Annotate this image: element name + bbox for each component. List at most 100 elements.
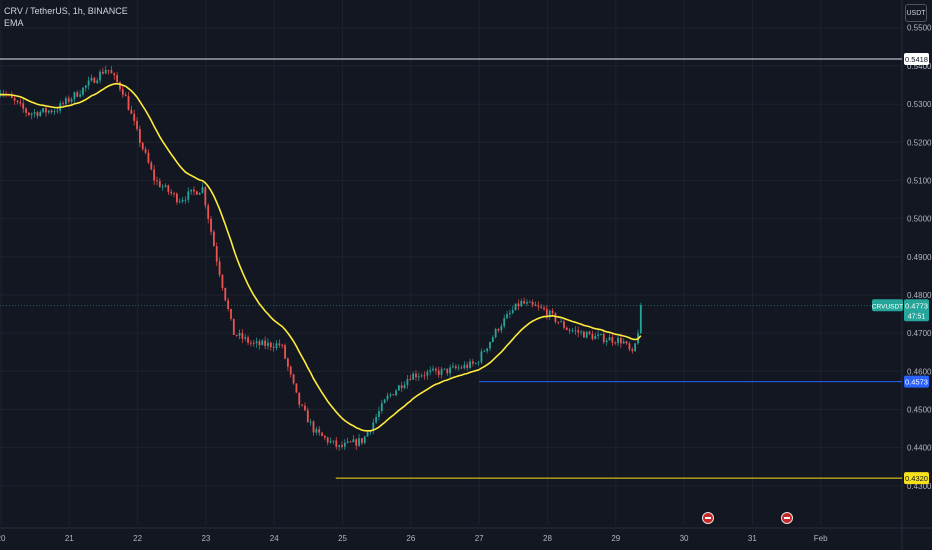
indicator-label[interactable]: EMA bbox=[4, 18, 24, 28]
economic-event-icon[interactable] bbox=[701, 512, 714, 524]
horizontal-lines[interactable] bbox=[0, 58, 902, 479]
candle-body bbox=[389, 394, 392, 396]
candle-body bbox=[175, 193, 178, 203]
candle-body bbox=[42, 108, 45, 112]
candle-body bbox=[309, 421, 312, 423]
candle-body bbox=[198, 192, 201, 195]
candle-body bbox=[121, 89, 124, 95]
candle-body bbox=[577, 330, 580, 333]
candle-body bbox=[574, 330, 577, 332]
candle-body bbox=[119, 82, 121, 90]
candle-body bbox=[375, 416, 378, 423]
support-yellow-price-tag bbox=[904, 472, 929, 485]
candle-body bbox=[113, 73, 116, 76]
candle-body bbox=[523, 301, 526, 304]
candle-body bbox=[241, 333, 244, 339]
ema-line bbox=[0, 82, 642, 432]
candle-body bbox=[207, 205, 210, 219]
economic-event-icon[interactable] bbox=[780, 512, 793, 524]
price-labels: 0.5418 0.4573 0.4320 CRVUSDT 0.4773 47:51 bbox=[872, 53, 929, 485]
candle-body bbox=[517, 303, 520, 307]
candle-body bbox=[449, 367, 452, 374]
candle-body bbox=[329, 441, 332, 443]
candle-body bbox=[258, 341, 261, 346]
candle-body bbox=[360, 438, 363, 443]
candle-body bbox=[249, 342, 252, 344]
candle-body bbox=[53, 111, 56, 113]
candle-body bbox=[617, 337, 619, 344]
candle-body bbox=[107, 69, 110, 71]
candle-body bbox=[506, 314, 508, 319]
y-tick-label: 0.5100 bbox=[907, 176, 932, 185]
candle-body bbox=[47, 110, 50, 113]
candle-body bbox=[13, 98, 16, 101]
candle-body bbox=[284, 345, 286, 359]
candle-body bbox=[221, 274, 224, 288]
candle-body bbox=[571, 330, 574, 332]
candle-body bbox=[605, 340, 608, 343]
candle-body bbox=[403, 384, 406, 389]
candle-body bbox=[639, 305, 642, 334]
countdown-label: 47:51 bbox=[908, 313, 926, 320]
support-yellow-price-label: 0.4320 bbox=[905, 474, 928, 483]
candle-body bbox=[84, 85, 87, 88]
symbol-title[interactable]: CRV / TetherUS, 1h, BINANCE bbox=[4, 6, 128, 16]
x-tick-label: 27 bbox=[475, 534, 484, 543]
candle-body bbox=[378, 411, 380, 417]
candle-body bbox=[147, 152, 150, 163]
candle-body bbox=[580, 331, 582, 333]
y-tick-label: 0.5300 bbox=[907, 100, 932, 109]
candle-body bbox=[25, 108, 27, 113]
candle-body bbox=[406, 379, 409, 385]
candle-body bbox=[494, 328, 497, 338]
candle-body bbox=[392, 394, 395, 396]
candle-body bbox=[87, 80, 90, 86]
candle-body bbox=[99, 71, 101, 81]
candle-body bbox=[634, 343, 637, 352]
candle-body bbox=[503, 318, 506, 327]
candle-body bbox=[306, 410, 309, 423]
x-tick-label: 26 bbox=[406, 534, 415, 543]
candle-body bbox=[164, 185, 167, 187]
candle-body bbox=[477, 362, 480, 364]
candle-body bbox=[614, 342, 617, 344]
currency-button[interactable]: USDT bbox=[905, 4, 927, 22]
candle-body bbox=[602, 333, 605, 343]
candle-body bbox=[588, 331, 591, 334]
candle-body bbox=[480, 351, 483, 363]
candle-body bbox=[611, 337, 614, 343]
candle-body bbox=[500, 326, 503, 331]
candle-body bbox=[93, 77, 96, 83]
y-tick-label: 0.4900 bbox=[907, 253, 932, 262]
price-axis[interactable]: 0.5500 0.5400 0.5300 0.5200 0.5100 0.5000 0.49… bbox=[907, 24, 932, 491]
candle-body bbox=[247, 337, 249, 343]
candle-body bbox=[50, 110, 53, 113]
candle-body bbox=[565, 327, 568, 330]
candle-body bbox=[22, 103, 25, 109]
candle-body bbox=[36, 112, 39, 117]
candle-body bbox=[563, 321, 565, 328]
candle-body bbox=[144, 149, 147, 153]
candle-body bbox=[39, 111, 42, 117]
support-blue-price-tag bbox=[904, 375, 929, 388]
candle-body bbox=[45, 108, 47, 113]
candle-body bbox=[508, 312, 511, 315]
candle-body bbox=[267, 342, 269, 346]
candle-body bbox=[212, 231, 215, 247]
candle-body bbox=[426, 371, 429, 376]
candle-body bbox=[409, 379, 412, 381]
candle-body bbox=[76, 92, 79, 97]
candle-body bbox=[335, 440, 338, 447]
candle-body bbox=[158, 181, 161, 188]
candle-body bbox=[420, 375, 423, 377]
x-tick-label: 22 bbox=[133, 534, 142, 543]
y-tick-label: 0.4700 bbox=[907, 329, 932, 338]
candle-body bbox=[79, 94, 82, 97]
candle-body bbox=[130, 109, 133, 114]
candle-body bbox=[292, 374, 295, 384]
candle-body bbox=[531, 301, 534, 305]
time-axis[interactable]: 20 21 22 23 24 25 26 27 28 29 30 31 Feb bbox=[0, 534, 828, 543]
candle-body bbox=[27, 112, 30, 115]
